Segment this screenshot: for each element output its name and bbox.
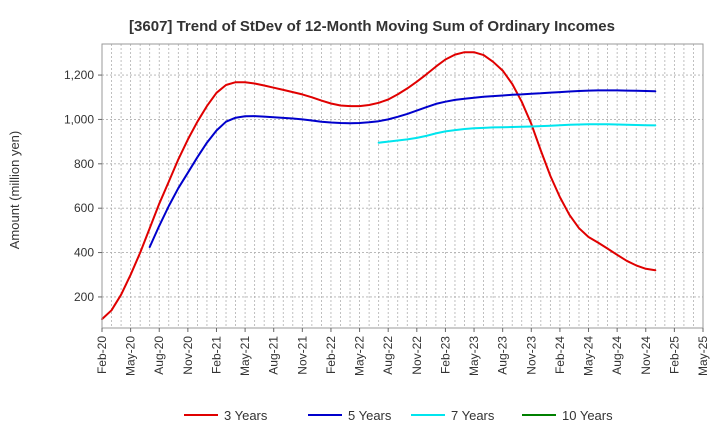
x-tick-label: Feb-22: [324, 336, 338, 374]
x-tick-label: May-24: [582, 336, 596, 376]
x-tick-label: May-21: [238, 336, 252, 376]
x-tick-label: Feb-25: [667, 336, 681, 374]
x-tick-label: May-22: [353, 336, 367, 376]
series-lines: [101, 51, 657, 321]
y-tick-label: 600: [74, 201, 94, 215]
x-tick-label: Nov-24: [639, 336, 653, 375]
y-tick-label: 200: [74, 290, 94, 304]
series-line-7-years: [377, 123, 657, 144]
x-tick-label: Feb-21: [209, 336, 223, 374]
legend-label: 5 Years: [348, 408, 392, 423]
x-tick-label: Aug-24: [610, 336, 624, 375]
x-axis-ticks: Feb-20 May-20 Aug-20 Nov-20 Feb-21 May-21 Aug-…: [95, 328, 710, 376]
x-tick-label: Aug-22: [381, 336, 395, 375]
y-tick-label: 1,000: [64, 112, 94, 126]
y-tick-label: 800: [74, 157, 94, 171]
grid: [101, 44, 704, 328]
x-tick-label: Nov-22: [410, 336, 424, 375]
series-line-3-years: [101, 51, 657, 321]
legend-label: 7 Years: [451, 408, 495, 423]
x-tick-label: Nov-21: [295, 336, 309, 375]
y-tick-label: 400: [74, 246, 94, 260]
x-tick-label: Aug-20: [152, 336, 166, 375]
x-tick-label: Feb-23: [438, 336, 452, 374]
legend: 3 Years 5 Years 7 Years 10 Years: [184, 408, 613, 423]
x-tick-label: Feb-20: [95, 336, 109, 374]
x-tick-label: Aug-23: [496, 336, 510, 375]
legend-label: 10 Years: [562, 408, 613, 423]
series-line-5-years: [148, 89, 657, 248]
x-tick-label: Aug-21: [267, 336, 281, 375]
legend-label: 3 Years: [224, 408, 268, 423]
y-tick-label: 1,200: [64, 68, 94, 82]
y-axis-ticks: 200 400 600 800 1,000 1,200: [64, 68, 102, 304]
chart-title: [3607] Trend of StDev of 12-Month Moving…: [129, 18, 615, 35]
x-tick-label: May-20: [124, 336, 138, 376]
x-tick-label: May-23: [467, 336, 481, 376]
x-tick-label: Nov-23: [524, 336, 538, 375]
y-axis-label: Amount (million yen): [7, 131, 22, 250]
x-tick-label: Feb-24: [553, 336, 567, 374]
plot-frame: [101, 43, 704, 329]
x-tick-label: Nov-20: [181, 336, 195, 375]
x-tick-label: May-25: [696, 336, 710, 376]
